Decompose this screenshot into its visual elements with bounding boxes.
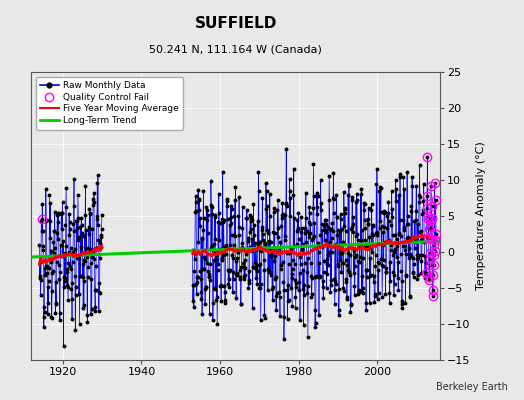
Y-axis label: Temperature Anomaly (°C): Temperature Anomaly (°C) xyxy=(476,142,486,290)
Legend: Raw Monthly Data, Quality Control Fail, Five Year Moving Average, Long-Term Tren: Raw Monthly Data, Quality Control Fail, … xyxy=(36,76,183,130)
Text: 50.241 N, 111.164 W (Canada): 50.241 N, 111.164 W (Canada) xyxy=(149,44,322,54)
Text: SUFFIELD: SUFFIELD xyxy=(194,16,277,31)
Text: Berkeley Earth: Berkeley Earth xyxy=(436,382,508,392)
